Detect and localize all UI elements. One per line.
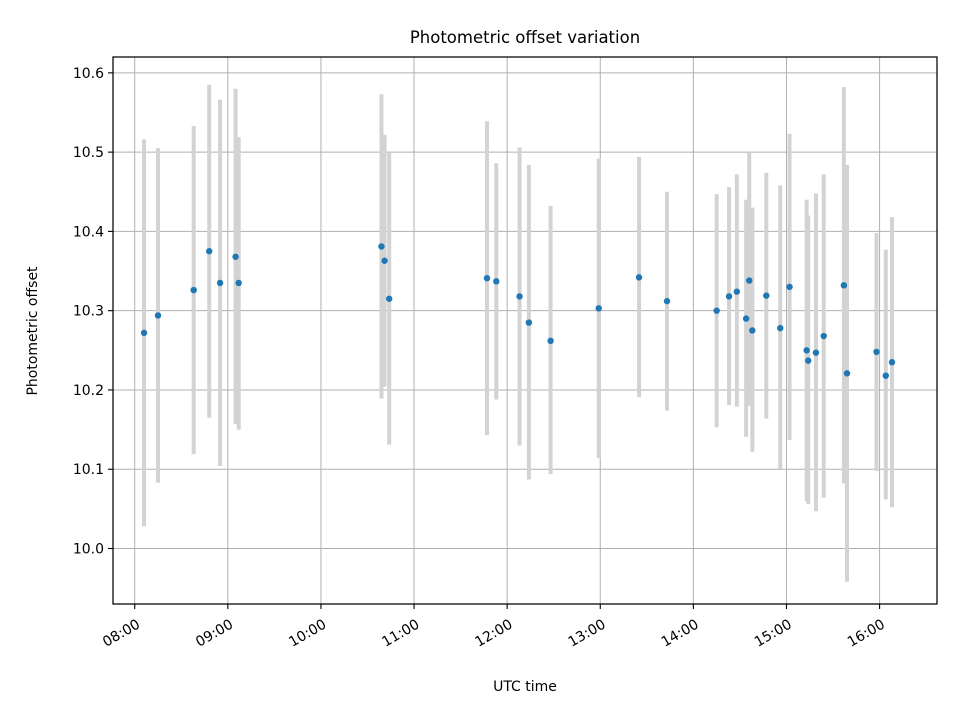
data-point [725, 293, 733, 300]
y-tick-label: 10.0 [73, 542, 104, 558]
plot-frame [112, 56, 938, 605]
data-point [663, 297, 671, 305]
data-point [493, 278, 500, 285]
data-point [378, 243, 385, 250]
data-point [140, 329, 148, 337]
data-point [873, 348, 880, 356]
data-point [812, 349, 820, 356]
data-point [516, 293, 523, 300]
data-point [713, 307, 720, 314]
data-point [733, 288, 741, 295]
data-point [232, 253, 239, 260]
data-point [843, 370, 851, 377]
data-point [216, 279, 224, 287]
data-point [786, 283, 793, 291]
data-point [746, 277, 753, 284]
data-point [805, 357, 812, 364]
data-point [235, 279, 242, 287]
data-point [154, 312, 162, 319]
data-point [386, 295, 393, 302]
data-point [525, 319, 533, 326]
data-point [742, 315, 750, 322]
data-point [803, 347, 810, 354]
y-axis-ticks: 10.0 10.1 10.2 10.3 10.4 10.5 10.6 [73, 66, 113, 558]
data-point [882, 372, 889, 379]
data-point [381, 257, 388, 264]
y-tick-label: 10.5 [73, 145, 104, 161]
data-point [190, 286, 197, 294]
y-tick-label: 10.4 [73, 224, 104, 240]
data-point [840, 282, 848, 289]
y-axis-label: Photometric offset [25, 266, 41, 396]
data-point [206, 248, 213, 255]
grid-lines [113, 57, 937, 604]
data-point [483, 274, 491, 282]
chart-title: Photometric offset variation [410, 28, 640, 47]
y-tick-label: 10.2 [73, 383, 104, 399]
data-point [820, 332, 827, 340]
x-axis-label: UTC time [493, 679, 557, 695]
data-point [595, 305, 602, 312]
data-point [777, 324, 784, 332]
data-points [140, 243, 896, 379]
data-point [888, 359, 896, 366]
data-point [749, 327, 756, 334]
data-point [763, 292, 770, 299]
y-tick-label: 10.1 [73, 462, 104, 478]
y-tick-label: 10.6 [73, 66, 104, 82]
y-tick-label: 10.3 [73, 304, 104, 320]
data-point [547, 337, 554, 345]
data-point [635, 274, 643, 281]
